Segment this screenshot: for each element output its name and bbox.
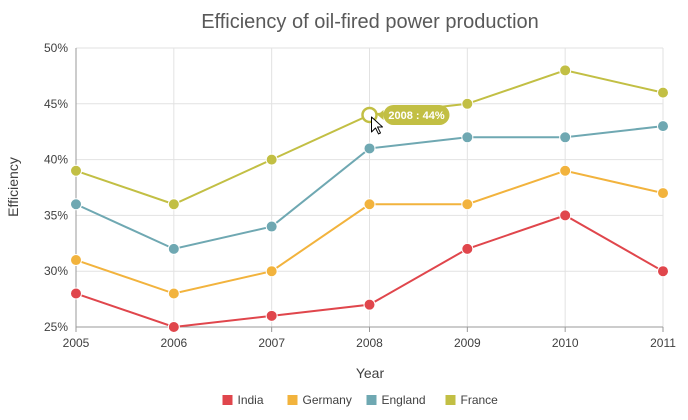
data-point[interactable] [559, 164, 572, 177]
data-point[interactable] [70, 164, 82, 177]
series-england [70, 120, 669, 255]
data-point[interactable] [559, 131, 572, 144]
x-tick-label: 2006 [160, 336, 187, 350]
tooltip-box [383, 104, 450, 125]
data-point[interactable] [657, 187, 669, 200]
data-point[interactable] [657, 86, 669, 99]
legend-swatch [445, 395, 456, 405]
x-tick-label: 2011 [650, 336, 676, 350]
legend: India Germany England France [222, 393, 499, 407]
legend-label: England [382, 393, 426, 407]
data-point[interactable] [167, 321, 180, 333]
x-tick-label: 2010 [552, 336, 579, 350]
legend-label: Germany [303, 393, 352, 407]
axes: 25% 30% 35% 40% 45% 50% 2005 2006 2007 2008 2009 20… [44, 41, 676, 350]
data-point[interactable] [363, 298, 376, 311]
legend-item-germany[interactable]: Germany [287, 393, 352, 407]
data-point[interactable] [70, 254, 82, 267]
tooltip-pointer [377, 109, 384, 120]
y-tick-label: 25% [44, 320, 68, 334]
x-tick-label: 2007 [258, 336, 285, 350]
series-layer [70, 64, 669, 333]
data-point[interactable] [167, 198, 180, 211]
x-tick-label: 2009 [454, 336, 481, 350]
legend-item-france[interactable]: France [445, 393, 499, 407]
data-point[interactable] [461, 242, 474, 255]
data-point[interactable] [363, 142, 376, 155]
y-tick-label: 35% [44, 208, 68, 222]
y-tick-label: 30% [44, 264, 68, 278]
legend-swatch [222, 395, 233, 405]
data-point[interactable] [461, 131, 474, 144]
data-point[interactable] [363, 198, 376, 211]
data-point[interactable] [265, 220, 278, 233]
y-axis-title: Efficiency [5, 157, 21, 217]
data-point[interactable] [559, 209, 572, 222]
y-tick-label: 50% [44, 41, 68, 55]
series-germany [70, 164, 669, 300]
data-point[interactable] [461, 198, 474, 211]
data-point[interactable] [70, 198, 82, 211]
x-tick-label: 2005 [63, 336, 90, 350]
data-point[interactable] [265, 153, 278, 166]
y-tick-label: 45% [44, 97, 68, 111]
mouse-cursor-icon [371, 116, 383, 135]
chart-title: Efficiency of oil-fired power production [201, 11, 539, 33]
legend-label: India [238, 393, 264, 407]
gridlines [75, 47, 664, 328]
legend-swatch [366, 395, 377, 405]
data-point[interactable] [559, 64, 572, 77]
data-point[interactable] [265, 265, 278, 278]
tooltip: 2008 : 44% [371, 104, 450, 135]
data-point[interactable] [461, 97, 474, 110]
data-point[interactable] [265, 309, 278, 322]
x-tick-label: 2008 [356, 336, 383, 350]
tooltip-label: 2008 : 44% [388, 110, 444, 122]
legend-item-india[interactable]: India [222, 393, 264, 407]
legend-swatch [287, 395, 298, 405]
y-tick-label: 40% [44, 153, 68, 167]
data-point[interactable] [657, 265, 669, 278]
series-india [70, 209, 669, 333]
legend-label: France [461, 393, 499, 407]
data-point[interactable] [657, 120, 669, 133]
x-axis-title: Year [356, 365, 385, 381]
data-point[interactable] [70, 287, 82, 300]
data-point[interactable] [167, 242, 180, 255]
series-france [70, 64, 669, 211]
data-point[interactable] [167, 287, 180, 300]
legend-item-england[interactable]: England [366, 393, 426, 407]
